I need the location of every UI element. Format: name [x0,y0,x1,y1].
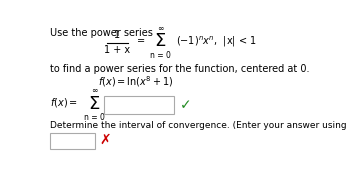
Text: $(-1,1)$: $(-1,1)$ [54,134,91,147]
Text: $f(x) = \ln(x^8 + 1)$: $f(x) = \ln(x^8 + 1)$ [98,74,174,89]
Text: $f(x) =$: $f(x) =$ [50,96,78,109]
Text: ∞: ∞ [157,24,163,33]
Text: $(-1)^n x^n$,  |x| < 1: $(-1)^n x^n$, |x| < 1 [175,34,256,49]
Text: =: = [137,36,145,46]
Text: ∞: ∞ [91,85,97,95]
Text: Determine the interval of convergence. (Enter your answer using interval notatio: Determine the interval of convergence. (… [50,121,350,130]
Text: Σ: Σ [89,95,100,113]
FancyBboxPatch shape [50,133,95,149]
Text: ✗: ✗ [99,133,111,147]
Text: n = 0: n = 0 [149,51,170,60]
Text: Use the power series: Use the power series [50,28,153,38]
Text: to find a power series for the function, centered at 0.: to find a power series for the function,… [50,64,309,74]
Text: n = 0: n = 0 [84,113,105,122]
Text: 1 + x: 1 + x [104,45,131,55]
Text: Σ: Σ [154,33,166,50]
Text: 1: 1 [114,30,120,40]
Text: ✓: ✓ [180,98,192,112]
FancyBboxPatch shape [104,96,174,114]
